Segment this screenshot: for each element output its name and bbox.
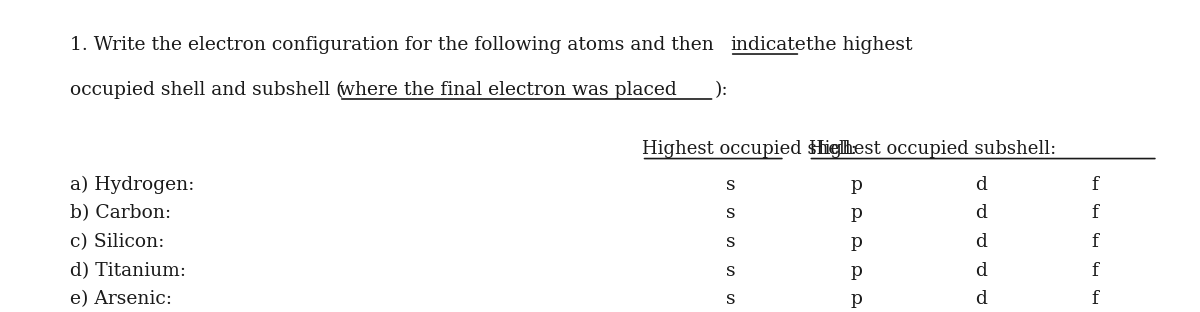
Text: f: f <box>1091 204 1098 222</box>
Text: f: f <box>1091 290 1098 308</box>
Text: 1. Write the electron configuration for the following atoms and then: 1. Write the electron configuration for … <box>70 36 720 54</box>
Text: p: p <box>851 262 863 280</box>
Text: f: f <box>1091 262 1098 280</box>
Text: f: f <box>1091 233 1098 251</box>
Text: s: s <box>726 233 736 251</box>
Text: d: d <box>976 233 988 251</box>
Text: f: f <box>1091 176 1098 193</box>
Text: e) Arsenic:: e) Arsenic: <box>70 290 172 308</box>
Text: the highest: the highest <box>800 36 913 54</box>
Text: ):: ): <box>714 81 728 99</box>
Text: p: p <box>851 290 863 308</box>
Text: d: d <box>976 290 988 308</box>
Text: Highest occupied shell:: Highest occupied shell: <box>642 140 857 158</box>
Text: p: p <box>851 176 863 193</box>
Text: a) Hydrogen:: a) Hydrogen: <box>70 176 194 194</box>
Text: p: p <box>851 204 863 222</box>
Text: occupied shell and subshell (: occupied shell and subshell ( <box>70 81 343 99</box>
Text: c) Silicon:: c) Silicon: <box>70 233 164 251</box>
Text: s: s <box>726 290 736 308</box>
Text: indicate: indicate <box>730 36 805 54</box>
Text: d) Titanium:: d) Titanium: <box>70 262 186 280</box>
Text: d: d <box>976 176 988 193</box>
Text: s: s <box>726 204 736 222</box>
Text: Highest occupied subshell:: Highest occupied subshell: <box>809 140 1056 158</box>
Text: d: d <box>976 262 988 280</box>
Text: s: s <box>726 262 736 280</box>
Text: b) Carbon:: b) Carbon: <box>70 204 170 222</box>
Text: where the final electron was placed: where the final electron was placed <box>340 81 677 99</box>
Text: s: s <box>726 176 736 193</box>
Text: d: d <box>976 204 988 222</box>
Text: p: p <box>851 233 863 251</box>
